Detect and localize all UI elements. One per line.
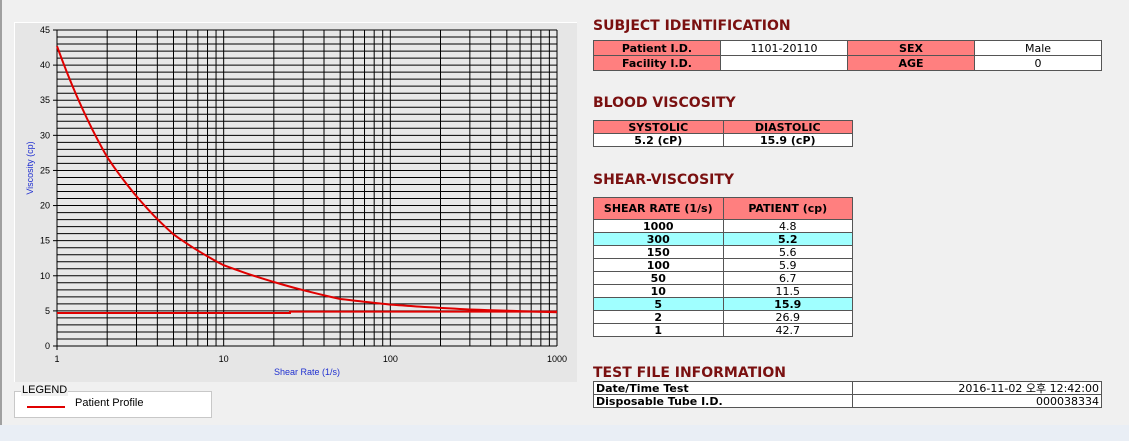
subject-table: Patient I.D. 1101-20110 SEX Male Facilit…	[593, 40, 1102, 71]
patient-value-cell: 42.7	[722, 323, 853, 337]
shear-rate-cell: 150	[593, 245, 724, 259]
x-tick-label: 10	[219, 354, 229, 364]
patient-value-cell: 4.8	[722, 219, 853, 233]
y-tick-label: 15	[40, 236, 50, 246]
shear-rate-header: SHEAR RATE (1/s)	[593, 197, 724, 220]
y-tick-label: 0	[45, 341, 50, 351]
legend-box: LEGEND Patient Profile	[14, 384, 212, 418]
facility-id-label: Facility I.D.	[593, 55, 721, 71]
shear-table: SHEAR RATE (1/s) PATIENT (cp) 1000 4.8 300…	[593, 197, 853, 337]
legend-label: Patient Profile	[75, 397, 144, 409]
patient-value-cell: 26.9	[722, 310, 853, 324]
diastolic-label: DIASTOLIC	[722, 120, 853, 134]
shear-rate-cell: 2	[593, 310, 724, 324]
y-axis-label: Viscosity (cp)	[25, 141, 35, 194]
shear-row: 1000 4.8	[593, 219, 853, 233]
patient-value-cell: 5.2	[722, 232, 853, 246]
viscosity-chart: 0 5 10 15 20 25 30 35 40 45 1 10 100 1000 Shear Rate (…	[25, 25, 567, 377]
patient-value-cell: 5.6	[722, 245, 853, 259]
tube-value: 000038334	[852, 394, 1102, 408]
status-strip	[0, 425, 1129, 441]
y-tick-label: 10	[40, 271, 50, 281]
shear-row: 300 5.2	[593, 232, 853, 246]
y-tick-label: 5	[45, 306, 50, 316]
shear-title: SHEAR-VISCOSITY	[593, 172, 735, 188]
date-label: Date/Time Test	[592, 381, 854, 395]
window-edge	[0, 0, 2, 425]
x-tick-label: 100	[383, 354, 398, 364]
age-value: 0	[974, 55, 1102, 71]
patient-value-cell: 11.5	[722, 284, 853, 298]
y-tick-label: 40	[40, 60, 50, 70]
series-line	[56, 45, 558, 314]
shear-rate-cell: 1000	[593, 219, 724, 233]
age-label: AGE	[847, 55, 975, 71]
y-tick-label: 30	[40, 130, 50, 140]
diastolic-value: 15.9 (cP)	[722, 133, 853, 147]
y-tick-label: 25	[40, 165, 50, 175]
plot-area	[57, 30, 557, 346]
tube-label: Disposable Tube I.D.	[592, 394, 854, 408]
shear-rate-cell: 100	[593, 258, 724, 272]
patient-id-value: 1101-20110	[720, 40, 848, 56]
x-tick-label: 1	[54, 354, 59, 364]
date-value: 2016-11-02 오후 12:42:00	[852, 381, 1102, 395]
blood-table: SYSTOLIC DIASTOLIC 5.2 (cP) 15.9 (cP)	[593, 120, 853, 147]
patient-value-cell: 5.9	[722, 258, 853, 272]
shear-rate-cell: 1	[593, 323, 724, 337]
shear-rate-cell: 10	[593, 284, 724, 298]
testfile-title: TEST FILE INFORMATION	[593, 365, 786, 381]
shear-rate-cell: 5	[593, 297, 724, 311]
systolic-label: SYSTOLIC	[593, 120, 724, 134]
patient-value-cell: 15.9	[722, 297, 853, 311]
shear-row: 1 42.7	[593, 323, 853, 337]
subject-title: SUBJECT IDENTIFICATION	[593, 18, 791, 34]
legend-swatch	[27, 406, 65, 408]
shear-row: 2 26.9	[593, 310, 853, 324]
shear-row: 50 6.7	[593, 271, 853, 285]
systolic-value: 5.2 (cP)	[593, 133, 724, 147]
patient-header: PATIENT (cp)	[722, 197, 853, 220]
y-tick-label: 20	[40, 201, 50, 211]
sex-value: Male	[974, 40, 1102, 56]
shear-row: 150 5.6	[593, 245, 853, 259]
blood-title: BLOOD VISCOSITY	[593, 95, 736, 111]
facility-id-value	[720, 55, 848, 71]
legend-title: LEGEND	[21, 384, 69, 396]
shear-row: 10 11.5	[593, 284, 853, 298]
shear-rate-cell: 300	[593, 232, 724, 246]
x-axis-label: Shear Rate (1/s)	[274, 367, 340, 377]
testfile-table: Date/Time Test 2016-11-02 오후 12:42:00 Di…	[592, 381, 1102, 408]
shear-row: 100 5.9	[593, 258, 853, 272]
sex-label: SEX	[847, 40, 975, 56]
patient-value-cell: 6.7	[722, 271, 853, 285]
x-tick-label: 1000	[547, 354, 567, 364]
series-line	[57, 310, 557, 314]
shear-row: 5 15.9	[593, 297, 853, 311]
patient-id-label: Patient I.D.	[593, 40, 721, 56]
shear-rate-cell: 50	[593, 271, 724, 285]
y-tick-label: 45	[40, 25, 50, 35]
y-tick-label: 35	[40, 95, 50, 105]
